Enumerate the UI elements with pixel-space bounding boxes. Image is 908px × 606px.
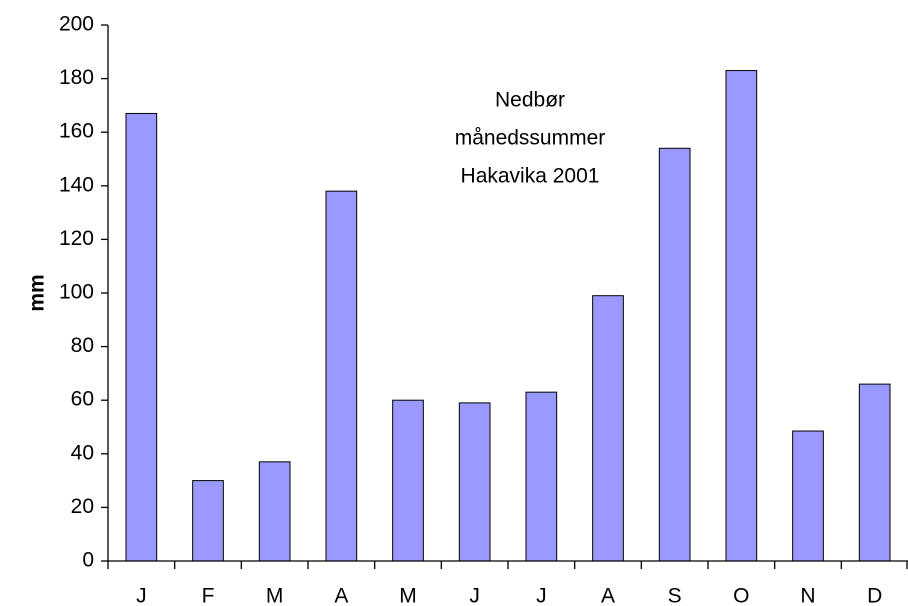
y-tick-label: 200 [59,13,94,36]
bar [592,295,624,562]
x-tick-label: S [668,585,682,606]
y-tick-label: 60 [71,388,94,411]
bar [725,70,758,562]
chart-title: månedssummer [455,127,606,150]
y-tick-label: 180 [59,66,94,89]
x-tick-label: J [136,585,147,606]
bar [192,480,224,562]
x-tick-label: N [800,585,815,606]
x-tick-label: A [601,585,615,606]
x-tick-label: M [266,585,284,606]
chart-title: Hakavika 2001 [461,165,600,188]
x-tick-label: J [536,585,547,606]
y-tick-label: 160 [59,120,94,143]
x-tick-label: M [399,585,417,606]
bar [258,461,291,562]
bar [325,190,358,562]
bar [858,383,891,562]
y-tick-label: 80 [71,334,94,357]
y-axis-label: mm [26,274,49,311]
x-tick-label: J [469,585,480,606]
y-tick-label: 20 [71,495,94,518]
bar [458,402,491,562]
y-tick-label: 100 [59,281,94,304]
chart-title: Nedbør [495,89,565,112]
y-tick-label: 0 [82,549,94,572]
y-tick-label: 140 [59,173,94,196]
bar [525,391,558,562]
x-tick-label: A [334,585,348,606]
bar [125,112,158,562]
x-tick-label: D [867,585,882,606]
x-tick-label: O [733,585,749,606]
y-tick-label: 40 [71,441,94,464]
bar [392,399,424,562]
y-tick-label: 120 [59,227,94,250]
bar [658,147,691,562]
x-tick-label: F [202,585,215,606]
bar [792,430,824,562]
